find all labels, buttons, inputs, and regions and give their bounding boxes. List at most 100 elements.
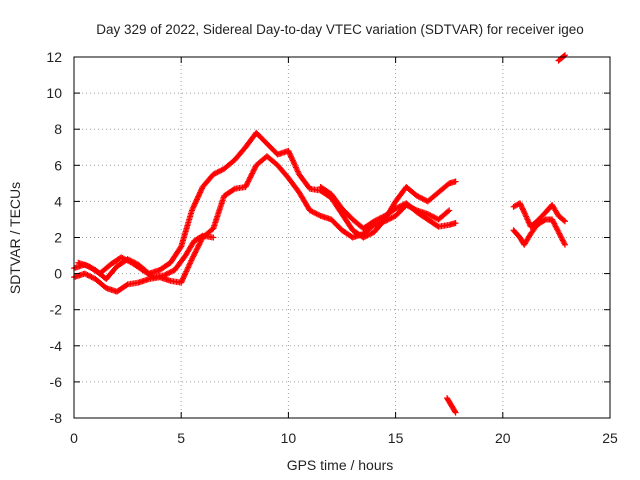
data-point <box>193 196 200 203</box>
series-track-f <box>510 216 568 248</box>
data-point <box>179 276 186 283</box>
data-point <box>452 178 459 185</box>
data-point <box>185 263 192 270</box>
data-point <box>195 242 202 249</box>
data-point <box>376 215 383 222</box>
y-tick-label: 12 <box>46 49 62 65</box>
data-point <box>520 207 527 214</box>
data-point <box>375 216 382 223</box>
data-point <box>245 177 252 184</box>
data-point <box>388 214 395 221</box>
data-point <box>247 173 254 180</box>
y-tick-label: -2 <box>50 302 63 318</box>
data-point <box>242 183 249 190</box>
data-point <box>186 261 193 268</box>
series-track-g <box>444 395 459 416</box>
data-point <box>196 241 203 248</box>
grid-lines <box>74 57 610 418</box>
data-point <box>308 208 315 215</box>
data-point <box>187 260 194 267</box>
data-point <box>430 213 437 220</box>
data-point <box>289 157 296 164</box>
data-point <box>384 216 391 223</box>
data-point <box>194 243 201 250</box>
data-point <box>210 171 217 178</box>
data-point <box>193 197 200 204</box>
data-point <box>81 270 88 277</box>
data-point <box>182 269 189 276</box>
data-point <box>197 189 204 196</box>
data-point <box>379 214 386 221</box>
data-point <box>249 169 256 176</box>
data-point <box>414 192 421 199</box>
data-point <box>124 257 131 264</box>
data-point <box>184 265 191 272</box>
data-point <box>162 271 169 278</box>
data-point <box>213 169 220 176</box>
data-point <box>561 241 568 248</box>
y-axis-label: SDTVAR / TECUs <box>7 182 23 294</box>
data-point <box>285 147 292 154</box>
data-point <box>392 205 399 212</box>
data-point <box>85 272 92 279</box>
data-point <box>230 186 237 193</box>
data-point <box>249 170 256 177</box>
data-point <box>215 168 222 175</box>
data-point <box>389 214 396 221</box>
data-point <box>217 167 224 174</box>
data-point <box>377 214 384 221</box>
chart-title: Day 329 of 2022, Sidereal Day-to-day VTE… <box>96 22 583 37</box>
data-point <box>83 271 90 278</box>
data-point <box>290 158 297 165</box>
data-point <box>190 203 197 210</box>
data-point <box>180 274 187 281</box>
series-track-c <box>75 232 217 281</box>
data-point <box>367 231 374 238</box>
data-point <box>196 239 203 246</box>
data-point <box>287 153 294 160</box>
data-point <box>451 408 458 415</box>
data-point <box>167 269 174 276</box>
data-point <box>373 216 380 223</box>
data-point <box>431 214 438 221</box>
data-point <box>166 269 173 276</box>
data-point <box>192 249 199 256</box>
data-point <box>246 175 253 182</box>
data-point <box>180 275 187 282</box>
data-point <box>372 217 379 224</box>
data-point <box>289 156 296 163</box>
data-point <box>428 213 435 220</box>
data-point <box>84 271 91 278</box>
data-point <box>194 245 201 252</box>
data-point <box>123 282 130 289</box>
data-point <box>251 165 258 172</box>
data-point <box>244 179 251 186</box>
data-point <box>89 274 96 281</box>
data-point <box>292 163 299 170</box>
data-point <box>123 257 130 264</box>
data-point <box>286 150 293 157</box>
data-point <box>371 218 378 225</box>
data-point <box>385 216 392 223</box>
data-point <box>192 200 199 207</box>
data-point <box>195 192 202 199</box>
x-tick-label: 0 <box>70 430 78 446</box>
data-point <box>192 199 199 206</box>
data-points <box>71 52 568 416</box>
data-point <box>196 190 203 197</box>
data-point <box>198 186 205 193</box>
data-point <box>178 278 185 285</box>
data-point <box>560 53 567 60</box>
data-point <box>245 178 252 185</box>
data-point <box>395 204 402 211</box>
data-point <box>188 256 195 263</box>
x-tick-label: 25 <box>602 430 618 446</box>
y-tick-label: 6 <box>54 157 62 173</box>
data-point <box>294 168 301 175</box>
data-point <box>181 272 188 279</box>
data-point <box>193 246 200 253</box>
data-point <box>292 164 299 171</box>
data-point <box>190 204 197 211</box>
